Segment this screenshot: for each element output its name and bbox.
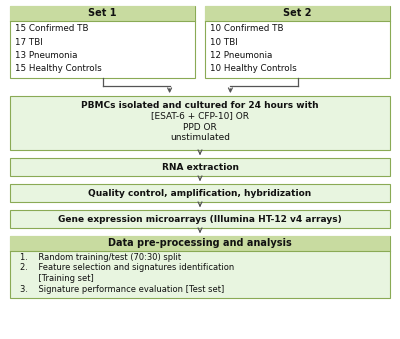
Text: PPD OR: PPD OR	[183, 122, 217, 132]
FancyBboxPatch shape	[10, 96, 390, 150]
Text: [ESAT-6 + CFP-10] OR: [ESAT-6 + CFP-10] OR	[151, 112, 249, 120]
Text: 12 Pneumonia: 12 Pneumonia	[210, 51, 272, 60]
Text: 10 TBI: 10 TBI	[210, 38, 238, 47]
Text: 1.    Random training/test (70:30) split: 1. Random training/test (70:30) split	[20, 253, 181, 262]
Text: PBMCs isolated and cultured for 24 hours with: PBMCs isolated and cultured for 24 hours…	[81, 100, 319, 109]
Text: 3.    Signature performance evaluation [Test set]: 3. Signature performance evaluation [Tes…	[20, 285, 224, 294]
Text: unstimulated: unstimulated	[170, 134, 230, 142]
Text: Gene expression microarrays (Illumina HT-12 v4 arrays): Gene expression microarrays (Illumina HT…	[58, 215, 342, 223]
Text: Set 1: Set 1	[88, 8, 117, 19]
Text: 13 Pneumonia: 13 Pneumonia	[15, 51, 78, 60]
FancyBboxPatch shape	[10, 184, 390, 202]
Text: 2.    Feature selection and signatures identification: 2. Feature selection and signatures iden…	[20, 263, 234, 273]
FancyBboxPatch shape	[205, 6, 390, 78]
FancyBboxPatch shape	[205, 6, 390, 21]
Text: 10 Healthy Controls: 10 Healthy Controls	[210, 64, 297, 73]
Text: 15 Healthy Controls: 15 Healthy Controls	[15, 64, 102, 73]
FancyBboxPatch shape	[10, 6, 195, 21]
Text: 10 Confirmed TB: 10 Confirmed TB	[210, 24, 284, 34]
Text: Set 2: Set 2	[283, 8, 312, 19]
FancyBboxPatch shape	[10, 158, 390, 176]
FancyBboxPatch shape	[10, 210, 390, 228]
Text: 17 TBI: 17 TBI	[15, 38, 43, 47]
FancyBboxPatch shape	[10, 236, 390, 251]
Text: Data pre-processing and analysis: Data pre-processing and analysis	[108, 239, 292, 248]
FancyBboxPatch shape	[10, 6, 195, 78]
Text: [Training set]: [Training set]	[20, 274, 94, 283]
Text: RNA extraction: RNA extraction	[162, 162, 238, 172]
Text: Quality control, amplification, hybridization: Quality control, amplification, hybridiz…	[88, 188, 312, 198]
Text: 15 Confirmed TB: 15 Confirmed TB	[15, 24, 88, 34]
FancyBboxPatch shape	[10, 236, 390, 298]
